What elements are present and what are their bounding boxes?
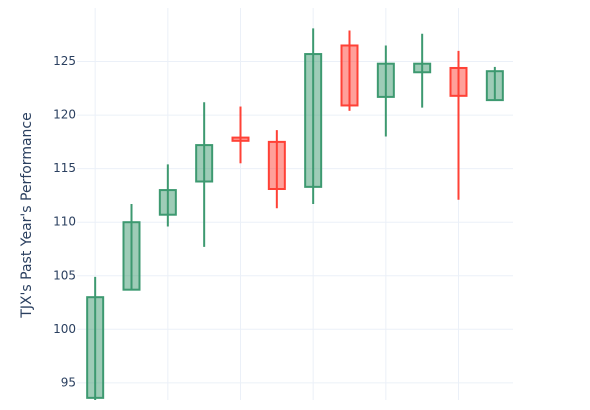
candle-body <box>304 53 323 188</box>
candle-body <box>86 296 105 399</box>
y-tick-label: 105 <box>53 268 76 282</box>
y-tick-label: 120 <box>53 108 76 122</box>
candle-body <box>449 66 468 97</box>
candle-body <box>485 70 504 102</box>
candle-body <box>122 221 141 291</box>
y-tick-label: 125 <box>53 54 76 68</box>
y-tick-label: 100 <box>53 322 76 336</box>
candle-body <box>413 62 432 74</box>
y-tick-label: 110 <box>53 215 76 229</box>
candle-body <box>267 140 286 191</box>
candle-body <box>158 189 177 216</box>
candle-body <box>376 62 395 98</box>
candle-body <box>195 144 214 183</box>
y-tick-label: 95 <box>61 375 76 389</box>
candle-body <box>340 44 359 107</box>
candle-body <box>231 136 250 142</box>
y-tick-label: 115 <box>53 161 76 175</box>
y-axis-label: TJX's Past Year's Performance <box>19 112 35 318</box>
